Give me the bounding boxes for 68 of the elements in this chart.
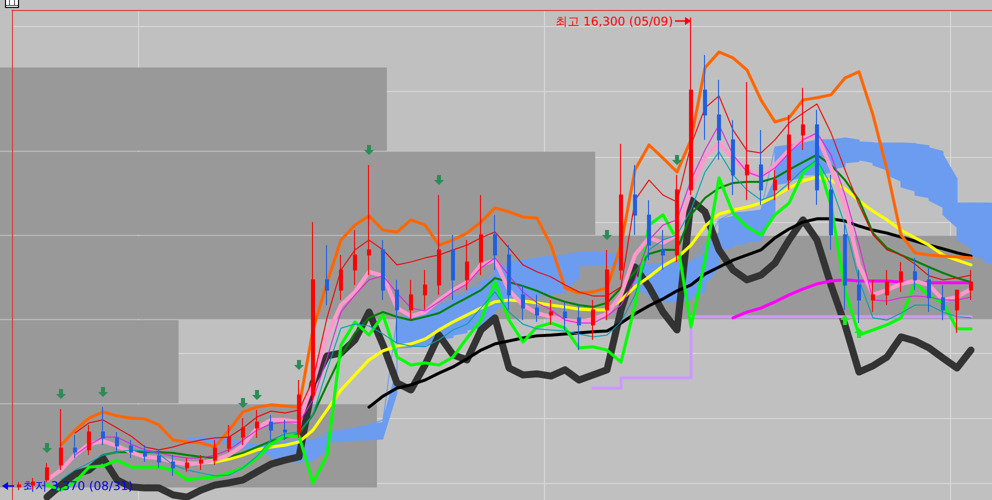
candlestick [633,164,637,236]
candlestick [731,120,735,196]
candlestick [87,424,91,456]
candlestick [577,304,581,351]
candlestick [297,380,301,438]
candlestick [437,194,441,296]
candlestick [17,482,21,491]
candlestick [367,164,371,276]
candlestick [787,114,791,190]
candlestick [745,82,749,201]
candlestick [703,54,707,140]
candlestick [227,424,231,453]
candlestick [465,240,469,291]
candlestick [157,449,161,468]
candlestick [451,234,455,300]
candlestick [507,244,511,310]
candlestick [857,269,861,324]
annotation: 최고 16,300 (05/09) [555,14,673,28]
candlestick [213,440,217,466]
candlestick [661,230,665,270]
candlestick [199,454,203,471]
candlestick [479,194,483,276]
candlestick [829,174,833,250]
candlestick [381,240,385,300]
candlestick [899,261,903,292]
candlestick [969,269,973,300]
candlestick [59,408,63,471]
candlestick [269,414,273,441]
candlestick [591,299,595,340]
candlestick [73,434,77,458]
candlestick [255,410,259,438]
candlestick [563,301,567,330]
candlestick [885,269,889,306]
candlestick [353,230,357,286]
candlestick [549,299,553,326]
candlestick [801,87,805,151]
candlestick [423,269,427,310]
candlestick [339,254,343,300]
candlestick [45,462,49,483]
candlestick [521,284,525,321]
candlestick [171,454,175,476]
candlestick [283,419,287,441]
candlestick [927,267,931,313]
candlestick [129,440,133,458]
candlestick [759,129,763,206]
candlestick [941,284,945,321]
candlestick [325,244,329,306]
candlestick [185,457,189,472]
candlestick [395,279,399,344]
candlestick [675,174,679,262]
candlestick [815,109,819,206]
candlestick [409,279,413,321]
candlestick [955,290,959,334]
candlestick [101,406,105,446]
candlestick [535,294,539,322]
candlestick [619,143,623,280]
candlestick [115,431,119,453]
candlestick [843,224,847,310]
candlestick [913,257,917,291]
candlestick [241,418,245,446]
candlestick [311,222,315,401]
candlestick [143,444,147,462]
candlestick [605,249,609,321]
candlestick [647,200,651,261]
candlestick [493,214,497,270]
candlestick [773,170,777,201]
candlestick [717,79,721,160]
candlestick [871,279,875,313]
